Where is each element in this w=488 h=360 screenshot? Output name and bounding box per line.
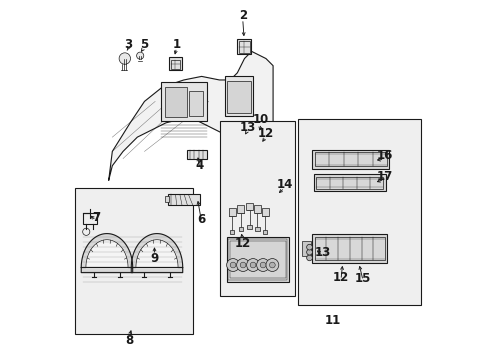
Bar [313, 174, 385, 192]
Text: 13: 13 [239, 121, 255, 134]
Polygon shape [86, 240, 128, 267]
Polygon shape [108, 51, 272, 180]
Text: 2: 2 [238, 9, 246, 22]
Text: 12: 12 [234, 237, 250, 250]
Text: 17: 17 [376, 170, 392, 183]
Bar [316, 177, 383, 189]
Text: 8: 8 [125, 333, 133, 347]
Circle shape [236, 258, 249, 271]
Polygon shape [136, 240, 178, 267]
Circle shape [230, 262, 235, 268]
Circle shape [136, 52, 143, 59]
Text: 12: 12 [257, 127, 273, 140]
Bar [263, 230, 267, 234]
Circle shape [306, 244, 312, 250]
Text: 12: 12 [332, 271, 348, 284]
Bar [230, 241, 285, 278]
Text: 10: 10 [253, 113, 269, 126]
Bar [237, 39, 250, 54]
Bar [189, 91, 203, 116]
Circle shape [250, 262, 255, 268]
Text: 7: 7 [92, 211, 100, 224]
Polygon shape [131, 234, 183, 273]
Circle shape [246, 258, 259, 271]
Text: 9: 9 [150, 252, 158, 265]
Circle shape [260, 262, 265, 268]
Circle shape [119, 53, 130, 64]
Bar [170, 60, 180, 68]
Text: 4: 4 [195, 159, 203, 172]
Circle shape [240, 262, 245, 268]
Bar [253, 205, 261, 213]
Bar [237, 205, 244, 213]
Bar [227, 81, 250, 113]
Bar [245, 203, 253, 210]
Bar [314, 153, 386, 166]
Bar [168, 58, 182, 70]
Text: 14: 14 [276, 178, 292, 191]
Bar [238, 227, 243, 231]
Text: 15: 15 [354, 272, 370, 285]
Circle shape [306, 249, 312, 255]
Polygon shape [81, 234, 132, 273]
Bar [312, 150, 388, 169]
Text: 5: 5 [140, 39, 147, 51]
Bar [230, 230, 234, 234]
Bar [167, 194, 200, 205]
Bar [255, 227, 259, 231]
Bar [301, 242, 310, 256]
Bar [75, 188, 192, 334]
Text: 6: 6 [197, 213, 205, 226]
Text: 11: 11 [325, 314, 341, 327]
Circle shape [226, 258, 239, 271]
Bar [228, 239, 287, 280]
Bar [83, 213, 97, 224]
Circle shape [265, 258, 278, 271]
Text: 13: 13 [314, 246, 330, 258]
Bar [224, 76, 253, 116]
Circle shape [269, 262, 275, 268]
Bar [312, 234, 386, 263]
Bar [160, 82, 206, 121]
Text: 3: 3 [124, 38, 132, 51]
Circle shape [256, 258, 269, 271]
Bar [261, 208, 268, 216]
Bar [228, 208, 235, 216]
Bar [247, 225, 251, 229]
Bar [220, 121, 295, 296]
Bar [165, 197, 168, 202]
Bar [165, 87, 186, 117]
Text: 1: 1 [172, 38, 181, 51]
Bar [238, 41, 249, 53]
Bar [187, 150, 206, 159]
Text: 16: 16 [376, 149, 392, 162]
Bar [314, 237, 385, 260]
Bar [298, 119, 421, 305]
Circle shape [306, 255, 312, 261]
Bar [226, 237, 288, 282]
